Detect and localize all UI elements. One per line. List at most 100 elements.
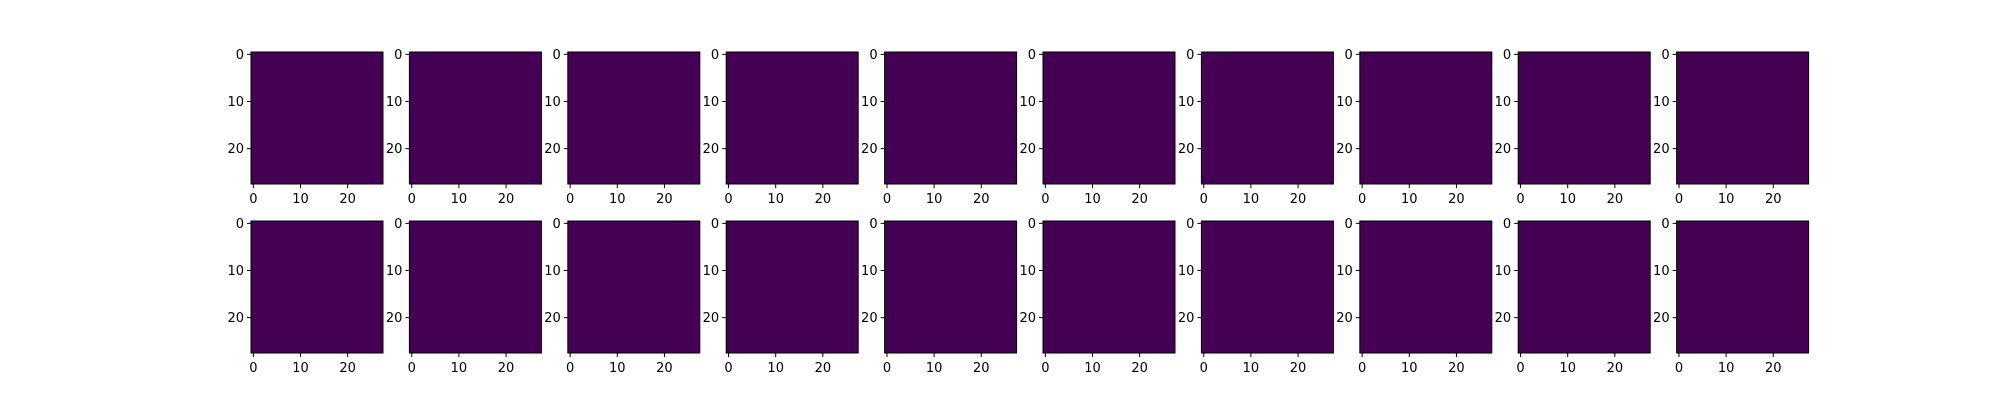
x-tick-label: 20 [339,192,356,207]
x-tick-label: 0 [1358,361,1366,376]
y-tick-label: 0 [236,217,244,232]
x-tick-label: 0 [1516,361,1524,376]
reconstructed-panel-8: 0 10 20 0 10 20 [1336,217,1493,376]
x-tick-label: 20 [973,361,990,376]
x-tick-label: 20 [1448,361,1465,376]
reconstructed-panel-7: 0 10 20 0 10 20 [1178,217,1334,376]
panel-frame [250,220,384,354]
panel-frame [1676,51,1810,185]
panel-background [884,52,1017,184]
y-tick-label: 20 [1653,142,1670,157]
panel-background [1043,52,1175,184]
reconstructed-panel-6: 0 10 20 0 10 20 [1019,217,1176,376]
y-tick-label: 10 [1653,264,1670,279]
x-tick-label: 0 [1516,192,1524,207]
x-tick-label: 20 [1765,192,1782,207]
y-tick-label: 10 [1653,95,1670,110]
x-tick-label: 0 [1041,192,1049,207]
x-tick-label: 0 [883,361,891,376]
panel-frame [408,51,542,185]
panel-background [1043,221,1175,353]
y-tick-label: 0 [1345,217,1353,232]
original-panel-10: 0 10 20 0 10 20 [1653,48,1810,207]
y-tick-label: 10 [544,95,561,110]
y-tick-label: 0 [1661,217,1669,232]
x-tick-label: 0 [724,192,732,207]
reconstructed-panel-9: 0 10 20 0 10 20 [1495,217,1651,376]
y-tick-label: 10 [227,95,244,110]
y-tick-label: 20 [544,311,561,326]
original-panel-1: 0 10 20 0 10 20 [227,48,384,207]
reconstructed-panel-2: 0 10 20 0 10 20 [386,217,542,376]
x-tick-label: 20 [973,192,990,207]
x-tick-label: 20 [656,361,673,376]
panel-background [251,221,383,353]
y-tick-label: 0 [1503,48,1511,63]
x-tick-label: 0 [408,192,416,207]
y-tick-label: 20 [1019,311,1036,326]
panel-background [567,221,700,353]
y-tick-label: 20 [861,311,878,326]
x-tick-label: 10 [767,192,784,207]
x-tick-label: 20 [1290,192,1307,207]
panel-frame [725,51,859,185]
x-tick-label: 20 [1131,361,1148,376]
y-tick-label: 0 [711,48,719,63]
panel-background [567,52,700,184]
y-tick-label: 10 [861,264,878,279]
y-tick-label: 20 [1178,142,1195,157]
x-tick-label: 10 [1084,361,1101,376]
panel-frame [1200,51,1334,185]
y-tick-label: 0 [869,48,877,63]
panel-background [409,52,542,184]
reconstructed-panel-10: 0 10 20 0 10 20 [1653,217,1810,376]
panel-background [251,52,383,184]
y-tick-label: 0 [1028,48,1036,63]
panel-frame [408,220,542,354]
y-tick-label: 0 [394,217,402,232]
y-tick-label: 0 [1028,217,1036,232]
panel-background [726,52,859,184]
x-tick-label: 0 [1675,192,1683,207]
x-tick-label: 10 [292,192,309,207]
y-tick-label: 10 [1336,95,1353,110]
panel-frame [250,51,384,185]
panel-frame [1676,220,1810,354]
panel-background [1676,52,1809,184]
x-tick-label: 10 [1084,192,1101,207]
x-tick-label: 0 [1200,361,1208,376]
panel-background [1359,52,1492,184]
x-tick-label: 20 [498,192,515,207]
x-tick-label: 10 [1559,192,1576,207]
y-tick-label: 20 [227,311,244,326]
panel-frame [1517,220,1651,354]
panel-frame [567,51,701,185]
y-tick-label: 0 [711,217,719,232]
x-tick-label: 10 [1243,361,1260,376]
panel-frame [1200,220,1334,354]
x-tick-label: 0 [883,192,891,207]
panel-frame [1359,220,1493,354]
x-tick-label: 10 [609,361,626,376]
y-tick-label: 0 [1186,48,1194,63]
y-tick-label: 0 [394,48,402,63]
x-tick-label: 20 [815,361,832,376]
y-tick-label: 20 [386,311,403,326]
original-panel-8: 0 10 20 0 10 20 [1336,48,1493,207]
x-tick-label: 10 [1559,361,1576,376]
x-tick-label: 10 [1401,361,1418,376]
y-tick-label: 20 [703,311,720,326]
y-tick-label: 10 [386,95,403,110]
y-tick-label: 20 [1495,142,1512,157]
x-tick-label: 0 [1675,361,1683,376]
y-tick-label: 10 [703,264,720,279]
y-tick-label: 20 [861,142,878,157]
panel-background [1201,52,1334,184]
x-tick-label: 20 [1290,361,1307,376]
panel-background [1201,221,1334,353]
x-tick-label: 10 [1718,192,1735,207]
panel-background [1359,221,1492,353]
y-tick-label: 0 [1186,217,1194,232]
panel-frame [884,51,1018,185]
